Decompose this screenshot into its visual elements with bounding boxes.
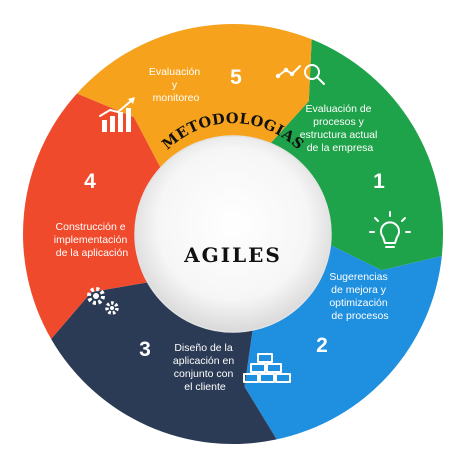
segment-2-label: Sugerencias de mejora y optimización de … — [329, 271, 390, 322]
bar-chart-icon — [99, 97, 135, 132]
chart-magnifier-icon — [275, 64, 325, 85]
segment-2-number: 2 — [316, 334, 328, 357]
segment-4-number: 4 — [84, 170, 96, 193]
segment-1-label: Evaluación de procesos y estructura actu… — [300, 103, 381, 154]
lightbulb-icon — [369, 211, 411, 248]
segment-1-number: 1 — [373, 170, 385, 193]
center-title: AGILES — [183, 243, 282, 267]
segment-2-shape — [244, 244, 442, 440]
bricks-icon — [243, 353, 291, 383]
segment-3-shape — [51, 282, 277, 444]
segment-4-label: Construcción e implementación de la apli… — [54, 221, 130, 259]
segment-5-label: Evaluación y monitoreo — [149, 66, 203, 104]
segment-4-shape — [22, 93, 162, 339]
segment-5-number: 5 — [230, 66, 242, 89]
gears-icon — [87, 287, 119, 315]
segment-3-label: Diseño de la aplicación en conjunto con … — [173, 342, 237, 393]
center-circle — [134, 135, 332, 333]
segment-3-number: 3 — [139, 338, 151, 361]
segment-1-shape — [268, 39, 444, 271]
segment-5-shape — [76, 23, 312, 170]
